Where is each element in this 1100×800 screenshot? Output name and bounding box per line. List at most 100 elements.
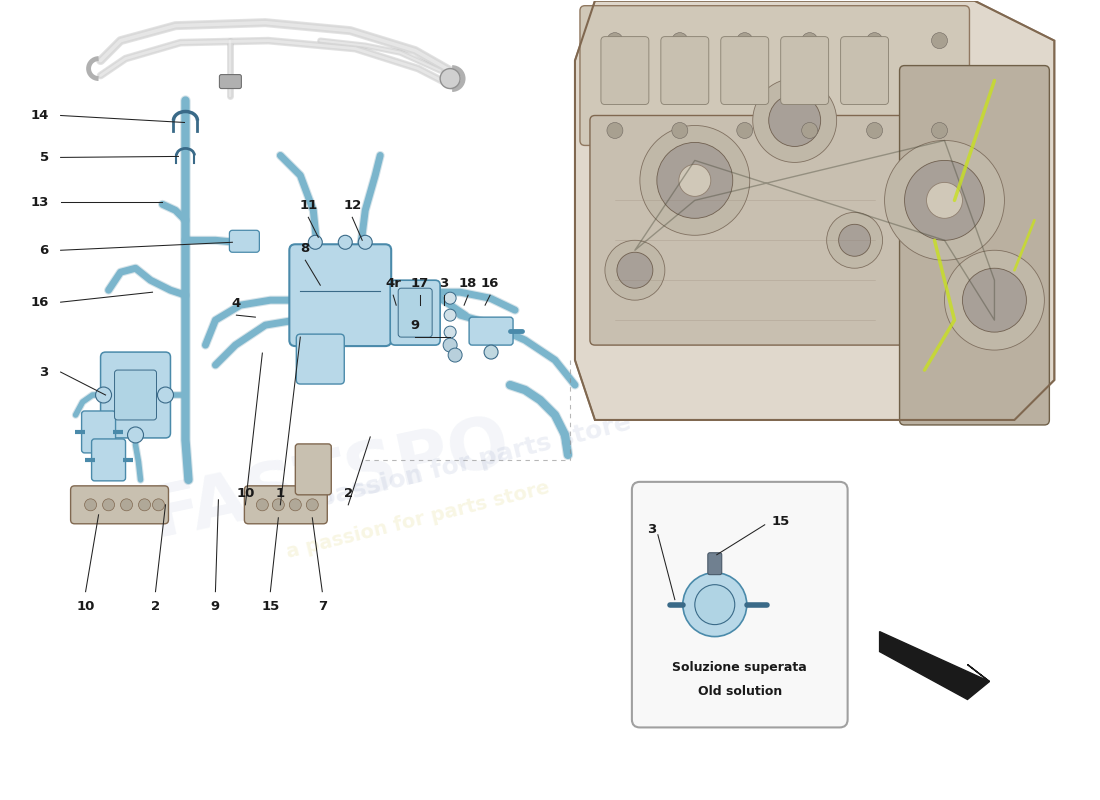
Circle shape [339, 235, 352, 250]
Circle shape [139, 499, 151, 511]
Circle shape [827, 212, 882, 268]
Circle shape [308, 235, 322, 250]
FancyBboxPatch shape [114, 370, 156, 420]
Text: 3: 3 [440, 277, 449, 290]
FancyBboxPatch shape [230, 230, 260, 252]
FancyBboxPatch shape [469, 317, 513, 345]
Circle shape [306, 499, 318, 511]
Text: 18: 18 [459, 277, 477, 290]
Circle shape [444, 292, 456, 304]
Circle shape [443, 338, 458, 352]
Text: a passion for parts store: a passion for parts store [285, 478, 552, 562]
Circle shape [737, 122, 752, 138]
FancyBboxPatch shape [219, 74, 241, 89]
FancyBboxPatch shape [81, 411, 116, 453]
Circle shape [769, 94, 821, 146]
Circle shape [128, 427, 143, 443]
Circle shape [884, 141, 1004, 260]
Circle shape [867, 122, 882, 138]
Circle shape [695, 585, 735, 625]
Text: 12: 12 [343, 199, 362, 212]
Text: 3: 3 [647, 523, 657, 536]
Circle shape [440, 69, 460, 89]
Circle shape [607, 122, 623, 138]
Circle shape [802, 122, 817, 138]
Circle shape [945, 250, 1044, 350]
Circle shape [657, 142, 733, 218]
Text: 16: 16 [481, 277, 499, 290]
FancyBboxPatch shape [707, 553, 722, 574]
Polygon shape [575, 1, 1055, 420]
Circle shape [838, 224, 870, 256]
FancyBboxPatch shape [296, 334, 344, 384]
FancyBboxPatch shape [295, 444, 331, 495]
Text: 14: 14 [31, 109, 48, 122]
Circle shape [672, 122, 688, 138]
Circle shape [926, 182, 962, 218]
Text: 13: 13 [31, 196, 48, 209]
Text: 15: 15 [772, 515, 790, 528]
Circle shape [962, 268, 1026, 332]
Text: 11: 11 [299, 199, 318, 212]
FancyBboxPatch shape [781, 37, 828, 105]
Text: Old solution: Old solution [697, 685, 782, 698]
Text: 3: 3 [40, 366, 48, 378]
Circle shape [85, 499, 97, 511]
FancyBboxPatch shape [100, 352, 170, 438]
Circle shape [683, 573, 747, 637]
Circle shape [737, 33, 752, 49]
Circle shape [932, 33, 947, 49]
Circle shape [867, 33, 882, 49]
Text: 15: 15 [261, 600, 279, 613]
Circle shape [448, 348, 462, 362]
Text: 2: 2 [151, 600, 161, 613]
FancyBboxPatch shape [289, 244, 392, 346]
Circle shape [679, 165, 711, 196]
FancyBboxPatch shape [840, 37, 889, 105]
Text: 16: 16 [31, 296, 48, 309]
Text: 1: 1 [276, 487, 285, 500]
Circle shape [605, 240, 664, 300]
Circle shape [617, 252, 653, 288]
Text: 9: 9 [211, 600, 220, 613]
Circle shape [273, 499, 284, 511]
FancyBboxPatch shape [720, 37, 769, 105]
Circle shape [359, 235, 372, 250]
Circle shape [102, 499, 114, 511]
FancyBboxPatch shape [590, 115, 1020, 345]
Text: 10: 10 [76, 600, 95, 613]
Text: a passion for parts store: a passion for parts store [290, 410, 634, 518]
FancyBboxPatch shape [631, 482, 848, 727]
FancyBboxPatch shape [661, 37, 708, 105]
Text: 4: 4 [232, 297, 241, 310]
Circle shape [904, 161, 984, 240]
Text: 9: 9 [410, 319, 420, 332]
Text: 4r: 4r [385, 277, 402, 290]
FancyBboxPatch shape [900, 66, 1049, 425]
Polygon shape [880, 631, 989, 699]
Text: 7: 7 [318, 600, 327, 613]
Circle shape [752, 78, 837, 162]
FancyBboxPatch shape [70, 486, 168, 524]
Text: FASTSPO: FASTSPO [145, 408, 516, 551]
Text: 2: 2 [343, 487, 353, 500]
Circle shape [256, 499, 268, 511]
Circle shape [484, 345, 498, 359]
FancyBboxPatch shape [601, 37, 649, 105]
Circle shape [932, 122, 947, 138]
Circle shape [157, 387, 174, 403]
Circle shape [802, 33, 817, 49]
Circle shape [672, 33, 688, 49]
Text: 17: 17 [411, 277, 429, 290]
Text: 6: 6 [40, 244, 48, 257]
Circle shape [121, 499, 132, 511]
FancyBboxPatch shape [390, 280, 440, 345]
Text: 8: 8 [300, 242, 310, 255]
FancyBboxPatch shape [244, 486, 328, 524]
Circle shape [96, 387, 111, 403]
Circle shape [153, 499, 165, 511]
FancyBboxPatch shape [398, 288, 432, 337]
FancyBboxPatch shape [91, 439, 125, 481]
Text: 10: 10 [236, 487, 254, 500]
Circle shape [607, 33, 623, 49]
